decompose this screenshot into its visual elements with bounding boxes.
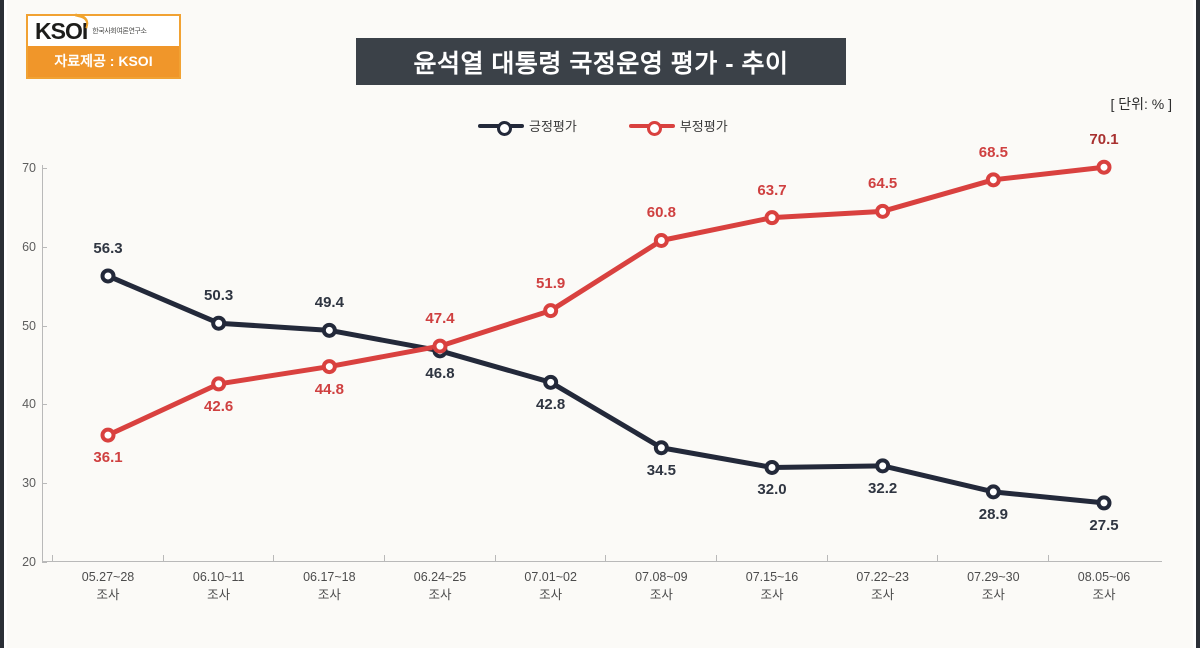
data-point-label: 70.1 [1089,131,1119,149]
data-point-marker [321,322,337,338]
x-axis-label: 08.05~06 조사 [1077,570,1131,603]
legend-swatch-negative [628,119,675,136]
y-tick-label: 20 [22,555,36,569]
y-tick-mark [42,404,47,406]
y-tick-mark [42,325,47,327]
data-point-label: 46.8 [425,364,455,382]
page-border-right-inner [1193,0,1196,648]
y-tick-label: 30 [22,476,36,491]
page-title: 윤석열 대통령 국정운영 평가 - 추이 [413,49,789,78]
x-tick-mark [273,555,275,562]
data-point-label: 51.9 [536,274,566,292]
data-point-marker [100,427,116,443]
data-point-marker [653,440,669,456]
series-line [105,164,1107,438]
data-point-marker [1096,159,1112,175]
data-point-marker [211,315,227,331]
x-tick-mark [937,555,939,562]
ksoi-wordmark: KSOI [35,13,91,44]
data-point-marker [321,359,337,375]
series-lines [100,159,1112,511]
data-point-marker [764,210,780,226]
x-axis-label: 07.08~09 조사 [635,570,688,603]
data-point-label: 68.5 [978,143,1008,161]
data-point-marker [653,232,669,248]
x-axis [42,561,1162,562]
data-point-marker [985,172,1001,188]
legend-item-positive: 긍정평가 [478,116,577,136]
data-point-marker [875,203,891,219]
x-tick-mark [716,555,717,562]
x-tick-mark [494,555,496,562]
y-tick-label: 50 [22,318,36,333]
data-point-marker [211,376,227,392]
ksoi-wordmark-text: KSOI [35,18,88,44]
data-point-label: 49.4 [314,294,344,312]
data-point-label: 47.4 [425,310,455,328]
y-tick-mark [42,483,47,485]
logo-top-row: KSOI 한국사회여론연구소 [28,13,179,46]
y-tick-label: 40 [22,397,36,412]
source-bar: 자료제공 : KSOI [28,46,179,77]
x-axis-label: 06.17~18 조사 [303,570,356,603]
data-point-label: 63.7 [757,181,787,199]
series-line [105,273,1107,506]
legend-label-negative: 부정평가 [679,119,728,134]
data-point-label: 42.8 [536,396,566,414]
ksoi-logo: KSOI 한국사회여론연구소 자료제공 : KSOI [26,13,181,79]
data-point-label: 36.1 [93,449,123,467]
x-axis-label: 07.15~16 조사 [745,570,799,603]
x-tick-mark [1048,555,1049,562]
page-border-left [0,0,4,648]
y-axis [42,165,43,562]
data-point-label: 64.5 [868,175,898,193]
legend-swatch-positive [478,119,524,136]
y-tick-mark [42,562,47,563]
x-axis-label: 06.24~25 조사 [413,570,467,603]
x-tick-mark [384,555,385,562]
data-point-marker [985,484,1001,500]
data-point-label: 32.2 [868,479,898,497]
y-tick-mark [42,246,47,248]
data-point-marker [543,374,559,390]
page-border-left-inner [4,0,7,648]
x-axis-label: 07.22~23 조사 [856,570,909,603]
data-point-label: 60.8 [646,204,676,222]
title-banner: 윤석열 대통령 국정운영 평가 - 추이 [356,38,846,85]
institute-name: 한국사회여론연구소 [92,27,147,35]
data-point-label: 44.8 [314,380,344,398]
plot-area: 20 30 40 50 60 70 56.3 50.3 49.4 46.8 42.8 34.5 32.… [22,131,1162,602]
chart-legend: 긍정평가 부정평가 [478,116,728,136]
data-point-label: 34.5 [646,461,676,479]
data-point-label: 56.3 [93,239,123,257]
unit-note: [ 단위: % ] [1110,96,1172,112]
data-point-marker [543,303,559,319]
data-point-label: 27.5 [1089,516,1119,534]
x-axis-label: 07.29~30 조사 [967,570,1020,603]
x-axis-label: 05.27~28 조사 [81,570,135,603]
x-tick-mark [826,555,828,562]
data-point-marker [100,268,116,284]
data-point-label: 32.0 [757,481,787,499]
page-border-right [1196,0,1200,648]
x-tick-mark [605,555,607,562]
data-point-marker [1096,495,1112,511]
y-tick-label: 60 [22,239,36,254]
x-tick-mark [52,555,53,562]
x-axis-label: 07.01~02 조사 [524,570,577,603]
data-point-label: 28.9 [978,505,1008,523]
data-point-marker [875,458,891,474]
x-axis-label: 06.10~11 조사 [192,570,245,603]
data-point-label: 42.6 [204,397,234,415]
y-tick-mark [42,168,47,169]
x-tick-mark [162,555,164,562]
legend-item-negative: 부정평가 [628,116,728,136]
data-point-marker [432,338,448,354]
y-tick-label: 70 [22,161,36,175]
data-point-label: 50.3 [204,287,234,305]
legend-label-positive: 긍정평가 [529,119,577,134]
data-point-marker [764,459,780,475]
